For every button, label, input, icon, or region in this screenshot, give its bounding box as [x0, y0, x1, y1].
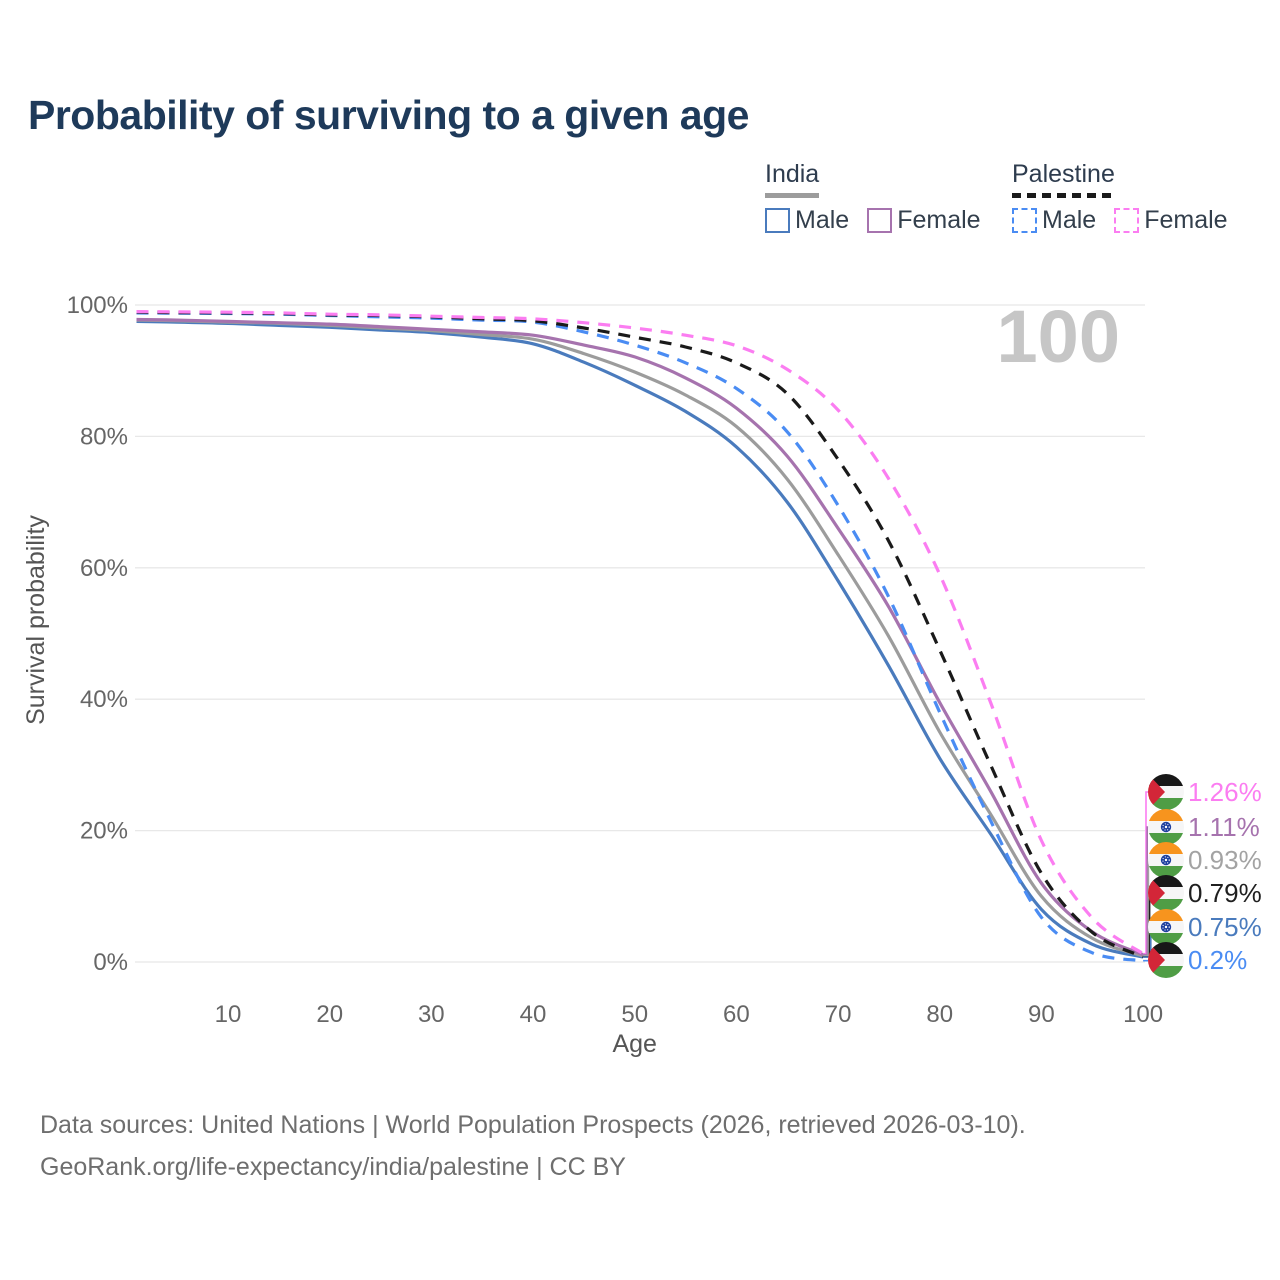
- legend-header-india[interactable]: India: [765, 160, 820, 198]
- end-label-value-india: 0.93%: [1188, 845, 1262, 875]
- x-tick-60: 60: [723, 1001, 750, 1028]
- y-tick-20: 20%: [80, 818, 128, 845]
- end-label-value-india-female: 1.11%: [1188, 812, 1260, 842]
- y-tick-0: 0%: [93, 949, 128, 976]
- series-line-palestine-female[interactable]: [136, 310, 1145, 956]
- legend-items-india: Male Female: [765, 206, 981, 235]
- series-line-india-female[interactable]: [136, 317, 1144, 957]
- legend-item-palestine-male[interactable]: Male: [1012, 206, 1096, 235]
- legend-group-india: India Male Female: [765, 160, 981, 235]
- age-watermark: 100: [997, 295, 1120, 378]
- footer-link: GeoRank.org/life-expectancy/india/palest…: [40, 1153, 626, 1181]
- end-label-value-palestine: 0.79%: [1188, 878, 1262, 908]
- flag-icon-palestine: [1148, 942, 1184, 978]
- legend-underline-palestine: [1012, 193, 1115, 198]
- page-title: Probability of surviving to a given age: [28, 92, 749, 138]
- end-label-value-palestine-male: 0.2%: [1188, 945, 1247, 975]
- x-tick-50: 50: [621, 1001, 648, 1028]
- y-axis-title: Survival probability: [22, 515, 50, 725]
- end-label-value-india-male: 0.75%: [1188, 912, 1262, 942]
- footer-source: Data sources: United Nations | World Pop…: [40, 1111, 1026, 1139]
- legend-item-india-male[interactable]: Male: [765, 206, 849, 235]
- legend-item-india-female[interactable]: Female: [867, 206, 981, 235]
- flag-icon-palestine: [1148, 774, 1184, 810]
- flag-icon-india: [1148, 842, 1184, 878]
- legend-swatch-india-female[interactable]: [867, 208, 893, 233]
- legend-label-india-male: Male: [795, 206, 850, 234]
- x-tick-30: 30: [418, 1001, 445, 1028]
- x-tick-70: 70: [825, 1001, 852, 1028]
- legend-group-title-palestine: Palestine: [1012, 160, 1115, 188]
- legend-underline-india: [765, 193, 820, 198]
- chart-footer: Data sources: United Nations | World Pop…: [40, 1104, 1026, 1188]
- legend-swatch-palestine-male[interactable]: [1012, 208, 1037, 233]
- legend-label-palestine-male: Male: [1042, 206, 1097, 234]
- x-tick-100: 100: [1123, 1001, 1163, 1028]
- legend-group-title-india: India: [765, 160, 820, 188]
- legend-swatch-india-male[interactable]: [765, 208, 790, 233]
- x-axis-title: Age: [612, 1030, 656, 1058]
- legend-header-palestine[interactable]: Palestine: [1012, 160, 1115, 198]
- series-line-india-male[interactable]: [136, 319, 1144, 959]
- y-tick-60: 60%: [80, 555, 128, 582]
- legend-label-india-female: Female: [897, 206, 981, 234]
- y-tick-80: 80%: [80, 423, 128, 450]
- series-line-palestine-male[interactable]: [136, 311, 1144, 963]
- flag-icon-palestine: [1148, 875, 1184, 911]
- legend-label-palestine-female: Female: [1144, 206, 1228, 234]
- x-tick-20: 20: [316, 1001, 343, 1028]
- series-line-india[interactable]: [136, 318, 1144, 958]
- flag-icon-india: [1148, 809, 1184, 845]
- legend-item-palestine-female[interactable]: Female: [1114, 206, 1228, 235]
- series-line-palestine[interactable]: [136, 310, 1144, 959]
- end-label-value-palestine-female: 1.26%: [1188, 777, 1262, 807]
- y-tick-40: 40%: [80, 686, 128, 713]
- legend-items-palestine: Male Female: [1012, 206, 1228, 235]
- y-tick-100: 100%: [67, 292, 128, 319]
- flag-icon-india: [1148, 909, 1184, 945]
- x-tick-80: 80: [926, 1001, 953, 1028]
- x-tick-40: 40: [520, 1001, 547, 1028]
- legend-swatch-palestine-female[interactable]: [1114, 208, 1140, 233]
- x-tick-10: 10: [215, 1001, 242, 1028]
- legend-group-palestine: Palestine Male Female: [1012, 160, 1228, 235]
- x-tick-90: 90: [1028, 1001, 1055, 1028]
